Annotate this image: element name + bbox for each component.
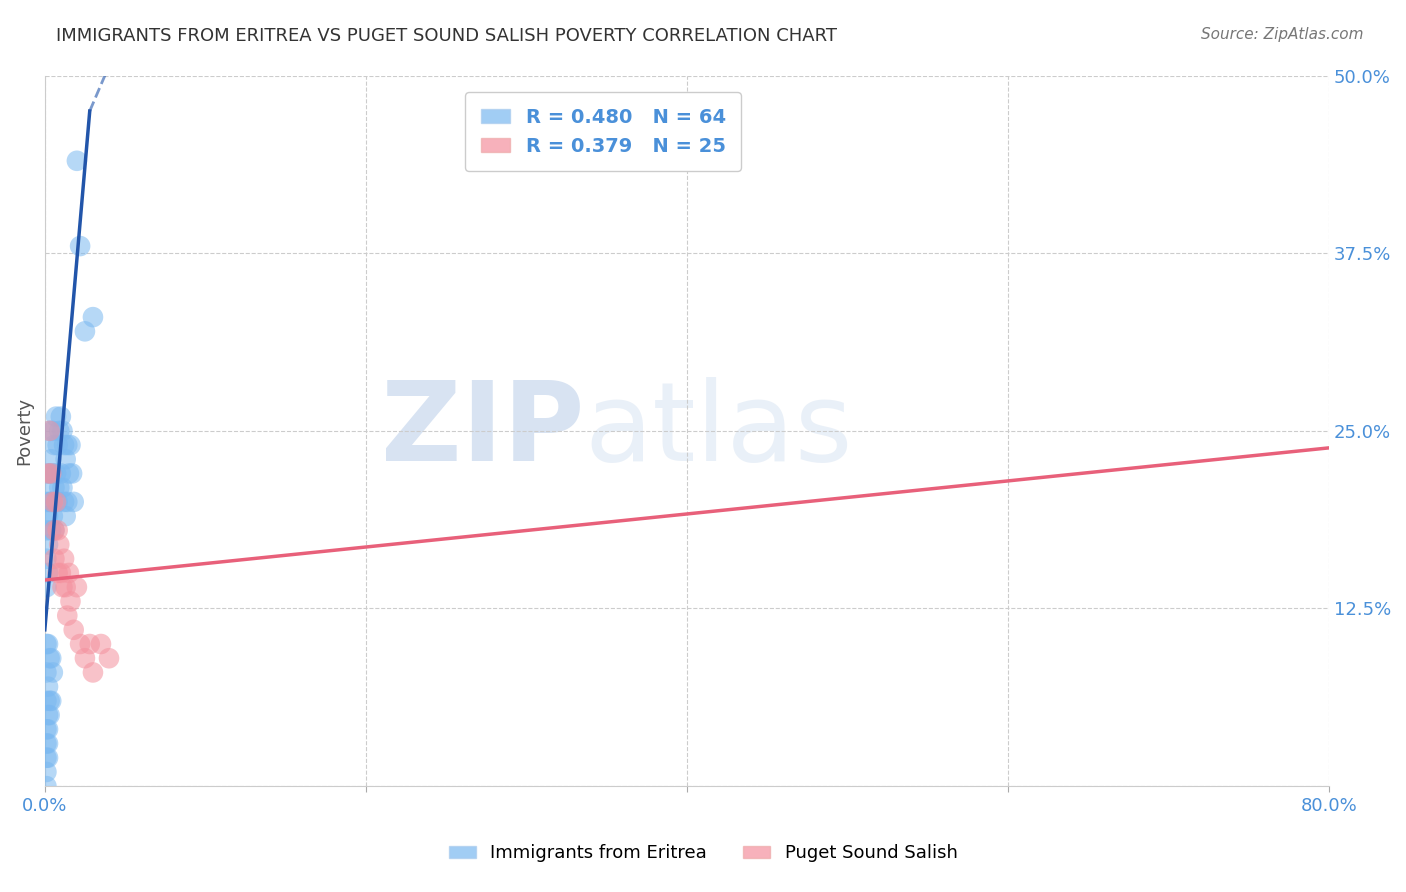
Point	[39, 467, 62, 481]
Point	[58, 467, 80, 481]
Point	[45, 495, 67, 509]
Point	[37, 750, 59, 764]
Text: atlas: atlas	[583, 377, 852, 484]
Point	[62, 495, 84, 509]
Point	[37, 537, 59, 551]
Point	[69, 239, 91, 253]
Point	[55, 580, 77, 594]
Point	[44, 524, 66, 538]
Point	[66, 153, 89, 168]
Point	[79, 637, 101, 651]
Point	[49, 467, 72, 481]
Point	[37, 723, 59, 737]
Point	[48, 424, 70, 438]
Point	[62, 623, 84, 637]
Point	[35, 637, 58, 651]
Point	[37, 637, 59, 651]
Point	[48, 537, 70, 551]
Text: IMMIGRANTS FROM ERITREA VS PUGET SOUND SALISH POVERTY CORRELATION CHART: IMMIGRANTS FROM ERITREA VS PUGET SOUND S…	[56, 27, 837, 45]
Point	[35, 495, 58, 509]
Point	[37, 680, 59, 694]
Point	[60, 467, 83, 481]
Point	[35, 764, 58, 779]
Point	[35, 779, 58, 793]
Point	[35, 723, 58, 737]
Point	[39, 452, 62, 467]
Point	[42, 424, 65, 438]
Point	[35, 694, 58, 708]
Point	[48, 481, 70, 495]
Point	[51, 424, 73, 438]
Point	[44, 481, 66, 495]
Point	[55, 452, 77, 467]
Point	[42, 495, 65, 509]
Point	[66, 580, 89, 594]
Point	[58, 566, 80, 580]
Point	[69, 637, 91, 651]
Point	[35, 737, 58, 751]
Point	[51, 580, 73, 594]
Point	[38, 424, 60, 438]
Point	[38, 467, 60, 481]
Legend: R = 0.480   N = 64, R = 0.379   N = 25: R = 0.480 N = 64, R = 0.379 N = 25	[465, 93, 741, 171]
Point	[53, 551, 76, 566]
Point	[46, 524, 69, 538]
Point	[35, 551, 58, 566]
Point	[39, 495, 62, 509]
Point	[82, 665, 104, 680]
Point	[35, 580, 58, 594]
Point	[37, 737, 59, 751]
Point	[73, 651, 96, 665]
Point	[56, 438, 79, 452]
Text: ZIP: ZIP	[381, 377, 583, 484]
Legend: Immigrants from Eritrea, Puget Sound Salish: Immigrants from Eritrea, Puget Sound Sal…	[441, 838, 965, 870]
Point	[59, 438, 82, 452]
Point	[38, 708, 60, 723]
Point	[42, 467, 65, 481]
Point	[51, 481, 73, 495]
Point	[98, 651, 121, 665]
Point	[35, 524, 58, 538]
Point	[37, 566, 59, 580]
Point	[46, 438, 69, 452]
Point	[59, 594, 82, 608]
Point	[39, 524, 62, 538]
Point	[35, 665, 58, 680]
Point	[56, 495, 79, 509]
Point	[45, 409, 67, 424]
Point	[53, 438, 76, 452]
Point	[39, 694, 62, 708]
Point	[49, 566, 72, 580]
Point	[44, 438, 66, 452]
Point	[37, 509, 59, 524]
Point	[56, 608, 79, 623]
Point	[38, 694, 60, 708]
Point	[38, 424, 60, 438]
Point	[73, 324, 96, 338]
Point	[90, 637, 112, 651]
Point	[46, 495, 69, 509]
Point	[42, 509, 65, 524]
Point	[53, 495, 76, 509]
Point	[44, 551, 66, 566]
Point	[55, 509, 77, 524]
Text: Source: ZipAtlas.com: Source: ZipAtlas.com	[1201, 27, 1364, 42]
Y-axis label: Poverty: Poverty	[15, 397, 32, 465]
Point	[37, 708, 59, 723]
Point	[37, 467, 59, 481]
Point	[37, 467, 59, 481]
Point	[44, 524, 66, 538]
Point	[39, 651, 62, 665]
Point	[38, 495, 60, 509]
Point	[35, 750, 58, 764]
Point	[49, 409, 72, 424]
Point	[82, 310, 104, 325]
Point	[46, 566, 69, 580]
Point	[45, 467, 67, 481]
Point	[38, 651, 60, 665]
Point	[42, 665, 65, 680]
